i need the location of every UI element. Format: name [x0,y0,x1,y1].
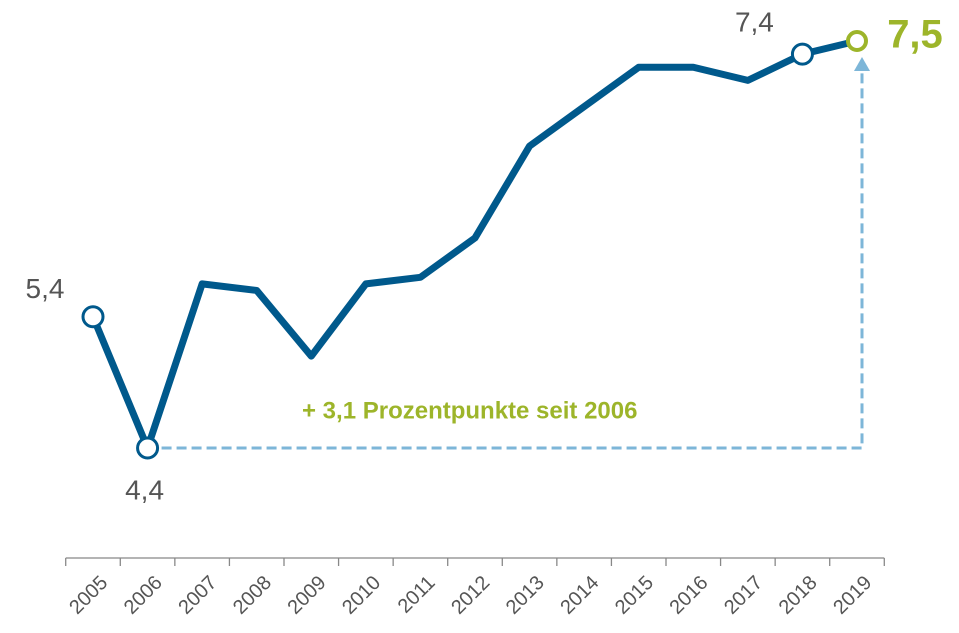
line [89,37,858,452]
x-tick-label: 2014 [556,572,603,619]
x-tick-label: 2010 [338,572,385,619]
x-tick-label: 2009 [284,572,331,619]
value-label: 7,5 [887,13,943,57]
x-tick-label: 2007 [174,572,221,619]
x-tick-label: 2013 [502,572,549,619]
point [846,30,868,52]
point [81,305,105,329]
value-label: 5,4 [26,273,65,304]
x-tick-label: 2012 [447,572,494,619]
x-tick-label: 2011 [394,572,440,618]
annotation: + 3,1 Prozentpunkte seit 2006 [302,397,637,424]
point [136,436,160,460]
x-tick-label: 2019 [829,572,876,619]
x-tick-label: 2005 [65,572,112,619]
value-label: 7,4 [735,7,774,38]
x-tick-label: 2015 [611,572,658,619]
value-label: 4,4 [125,474,164,505]
point [790,42,814,66]
x-tick-label: 2016 [666,572,713,619]
arrow-head [854,57,870,71]
difference-arrow [161,67,864,450]
x-tick-label: 2008 [229,572,276,619]
x-tick-label: 2018 [775,572,822,619]
x-tick-label: 2006 [120,572,167,619]
x-tick-label: 2017 [720,572,767,619]
